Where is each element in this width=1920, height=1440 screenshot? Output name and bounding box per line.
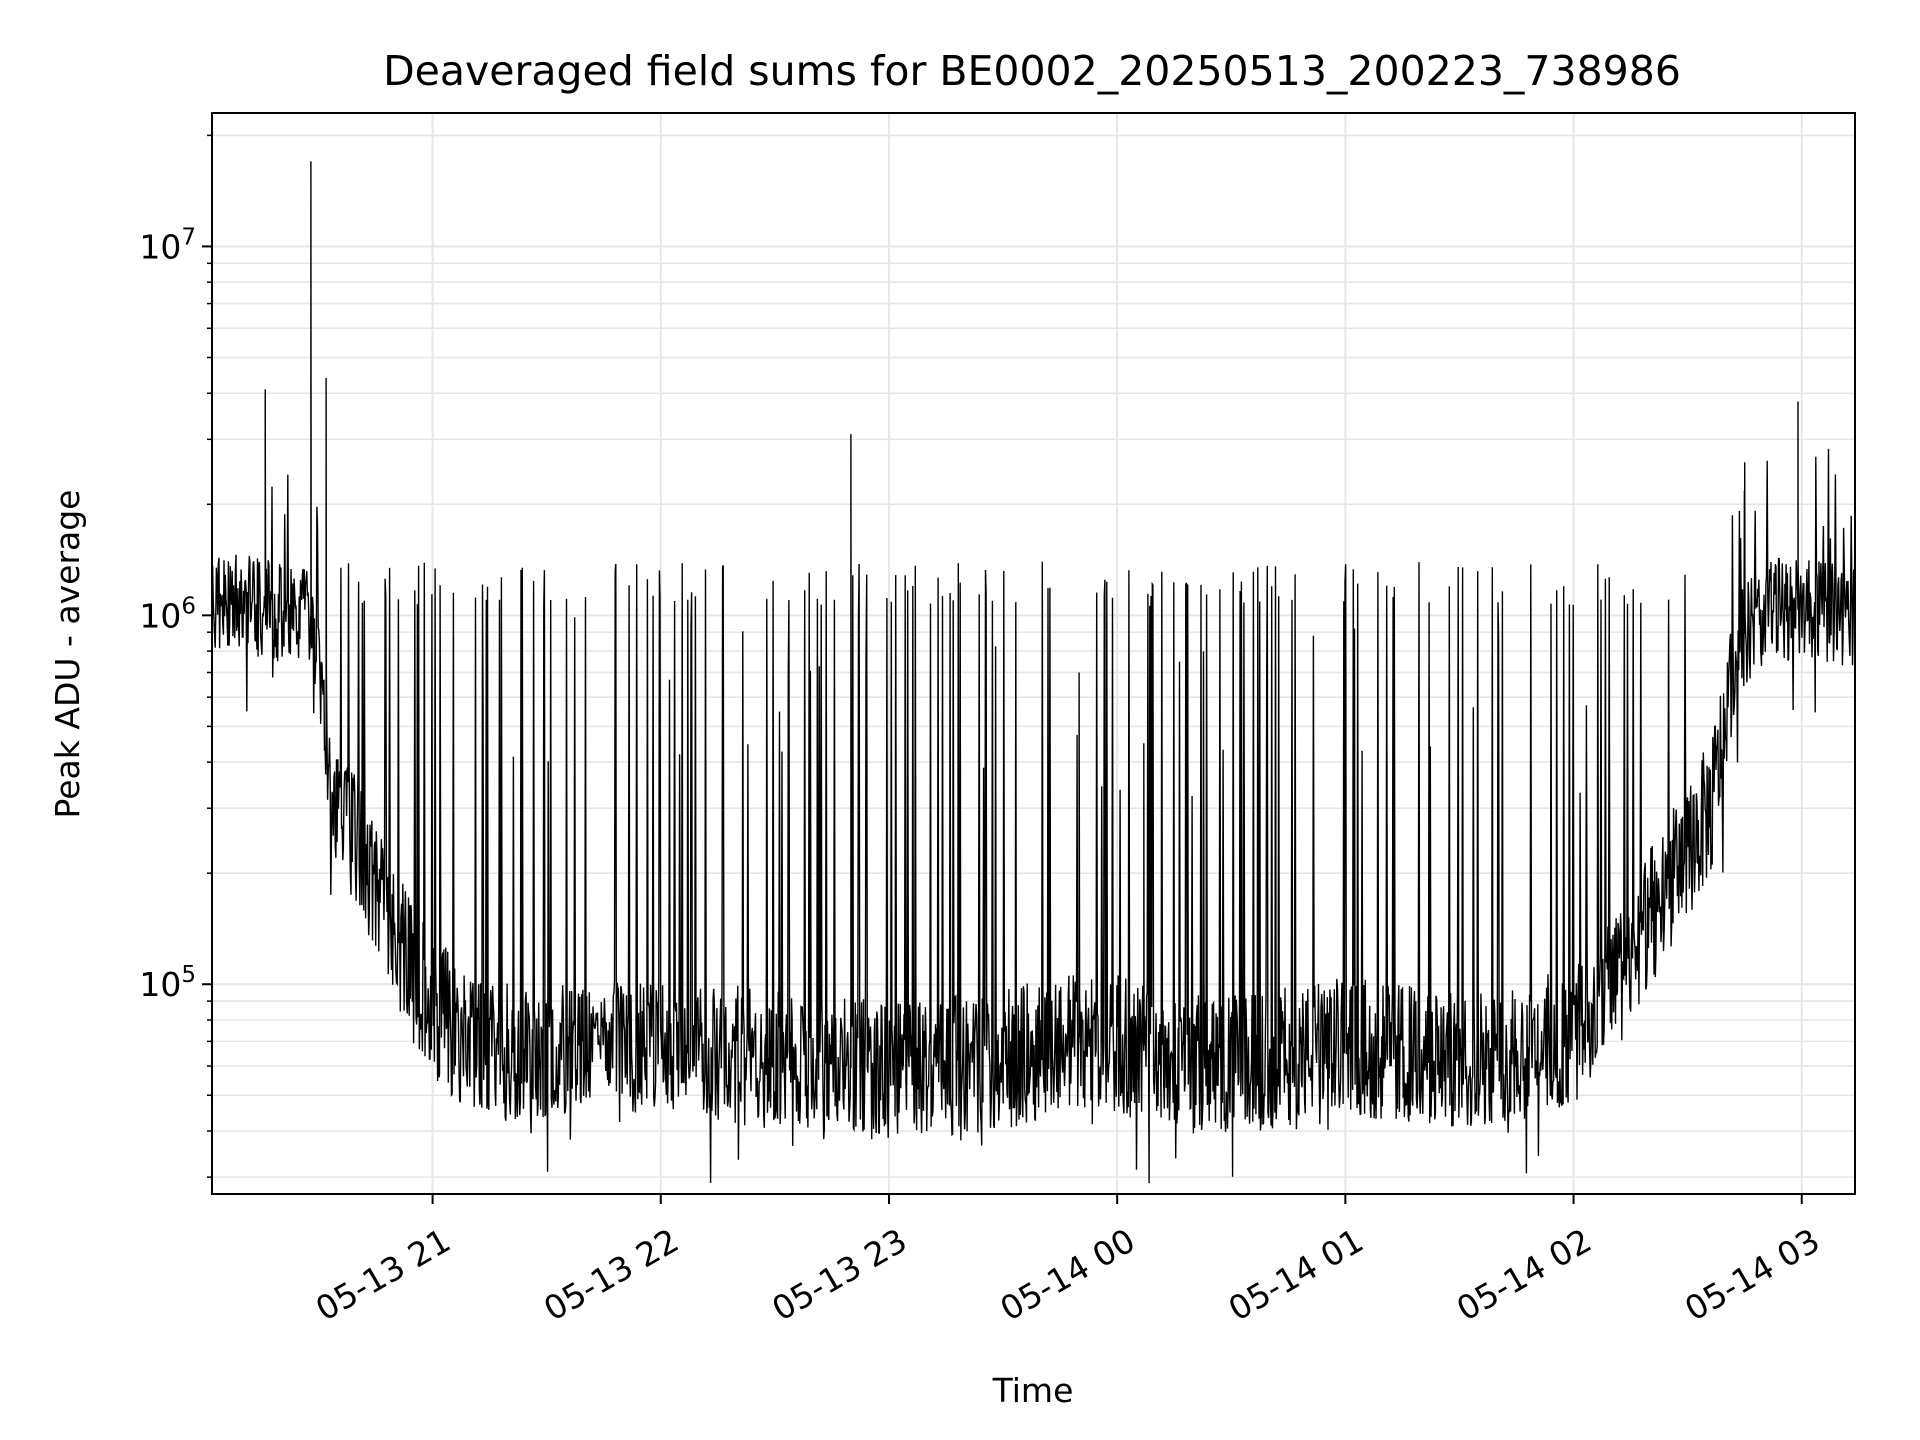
x-tick-label: 05-14 01 xyxy=(1222,1221,1370,1329)
series-line xyxy=(212,161,1855,1184)
y-axis-ticks: 105 106 107 xyxy=(139,134,212,1178)
x-tick-label: 05-14 03 xyxy=(1678,1221,1826,1329)
x-tick-label: 05-13 22 xyxy=(537,1221,685,1329)
y-tick-label: 105 xyxy=(139,962,196,1004)
x-axis-label: Time xyxy=(992,1371,1074,1410)
y-tick-label: 107 xyxy=(139,224,196,266)
plot-frame xyxy=(211,112,1856,1195)
plot-series xyxy=(212,161,1855,1184)
chart-title: Deaveraged field sums for BE0002_2025051… xyxy=(383,47,1681,95)
x-tick-label: 05-13 21 xyxy=(309,1221,457,1329)
y-tick-label: 106 xyxy=(139,593,196,635)
x-tick-label: 05-14 00 xyxy=(994,1221,1142,1329)
x-tick-label: 05-13 23 xyxy=(765,1221,913,1329)
y-axis-label: Peak ADU - average xyxy=(48,490,87,819)
x-tick-label: 05-14 02 xyxy=(1450,1221,1598,1329)
x-axis-ticks: 05-13 21 05-13 22 05-13 23 05-14 00 05-14 01… xyxy=(309,1194,1826,1329)
